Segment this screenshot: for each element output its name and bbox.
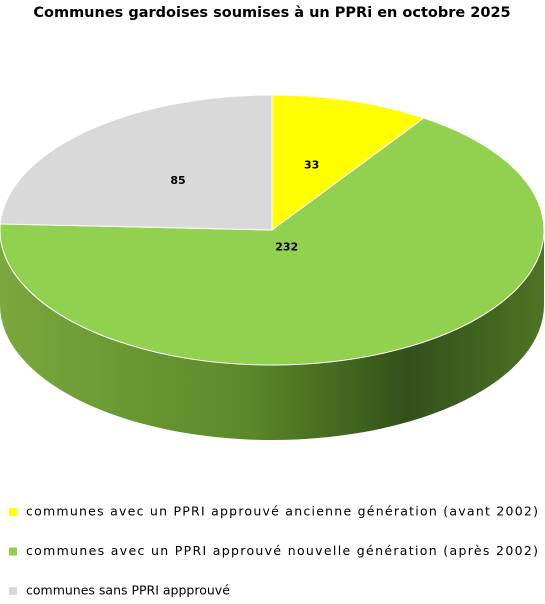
data-label: 33 — [304, 158, 319, 171]
slice — [271, 94, 425, 231]
legend-label: communes avec un PPRI approuvé nouvelle … — [26, 543, 538, 558]
legend-label: communes avec un PPRI approuvé ancienne … — [26, 504, 538, 519]
data-label: 85 — [170, 174, 185, 187]
pie: 33 232 85 — [0, 94, 545, 440]
slice — [0, 117, 545, 366]
legend: communes avec un PPRI approuvé ancienne … — [9, 504, 538, 598]
legend-swatch — [9, 587, 17, 595]
chart-title: Communes gardoises soumises à un PPRi en… — [33, 5, 510, 21]
slice — [0, 94, 273, 231]
legend-swatch — [9, 547, 17, 556]
data-label: 232 — [275, 240, 298, 253]
legend-label: communes sans PPRI appprouvé — [26, 583, 230, 598]
legend-swatch — [9, 508, 17, 516]
slice-side — [0, 230, 544, 440]
